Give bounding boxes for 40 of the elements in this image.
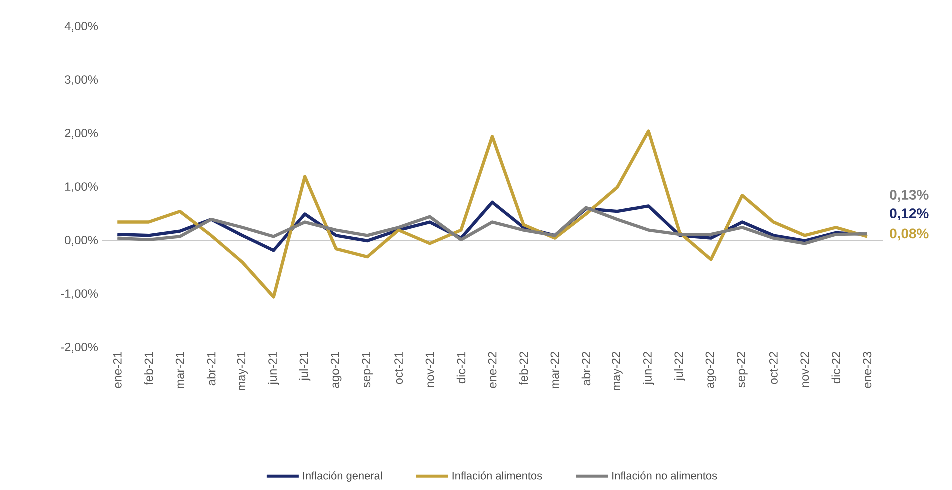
x-tick-label: mar-21 <box>176 352 184 389</box>
x-tick-label: oct-22 <box>769 352 778 384</box>
legend-label: Inflación no alimentos <box>612 472 718 480</box>
y-tick-label: 1,00% <box>65 182 98 192</box>
y-tick-label: 3,00% <box>65 76 98 86</box>
x-tick-label: may-21 <box>237 352 248 391</box>
x-tick-label: nov-22 <box>800 352 810 388</box>
line-series <box>116 130 869 299</box>
x-tick-label: sep-21 <box>362 352 373 388</box>
annotation: 0,12% <box>890 208 929 221</box>
annotation: 0,13% <box>890 190 929 202</box>
x-tick-label: ago-21 <box>330 352 342 388</box>
y-tick-label: 0,00% <box>65 236 98 246</box>
x-tick-label: dic-22 <box>832 352 841 384</box>
x-tick-label: feb-22 <box>519 352 528 386</box>
x-tick-label: jul-22 <box>674 352 686 382</box>
annotation: 0,08% <box>890 228 929 241</box>
y-tick-label: -1,00% <box>61 290 98 300</box>
x-tick-label: abr-22 <box>582 352 591 386</box>
x-tick-label: oct-21 <box>394 352 404 384</box>
x-tick-label: feb-21 <box>144 352 154 386</box>
line-series <box>116 206 869 246</box>
x-tick-label: jun-21 <box>268 352 280 386</box>
x-tick-label: jul-21 <box>300 352 311 382</box>
x-tick-label: dic-21 <box>456 352 466 384</box>
legend-label: Inflación alimentos <box>452 472 542 480</box>
x-tick-label: abr-21 <box>206 352 216 386</box>
x-tick-label: may-22 <box>612 352 623 391</box>
x-tick-label: ago-22 <box>706 352 717 388</box>
x-tick-label: ene-21 <box>113 352 122 388</box>
y-tick-label: -2,00% <box>61 343 98 353</box>
legend-label: Inflación general <box>303 472 382 482</box>
y-tick-label: 4,00% <box>64 22 98 32</box>
x-tick-label: ene-22 <box>488 352 497 388</box>
y-tick-label: 2,00% <box>65 129 98 139</box>
x-tick-label: ene-23 <box>863 352 872 388</box>
x-tick-label: mar-22 <box>550 352 560 389</box>
x-tick-label: nov-21 <box>426 352 434 388</box>
x-tick-label: sep-22 <box>737 352 748 388</box>
x-tick-label: jun-22 <box>643 352 654 386</box>
